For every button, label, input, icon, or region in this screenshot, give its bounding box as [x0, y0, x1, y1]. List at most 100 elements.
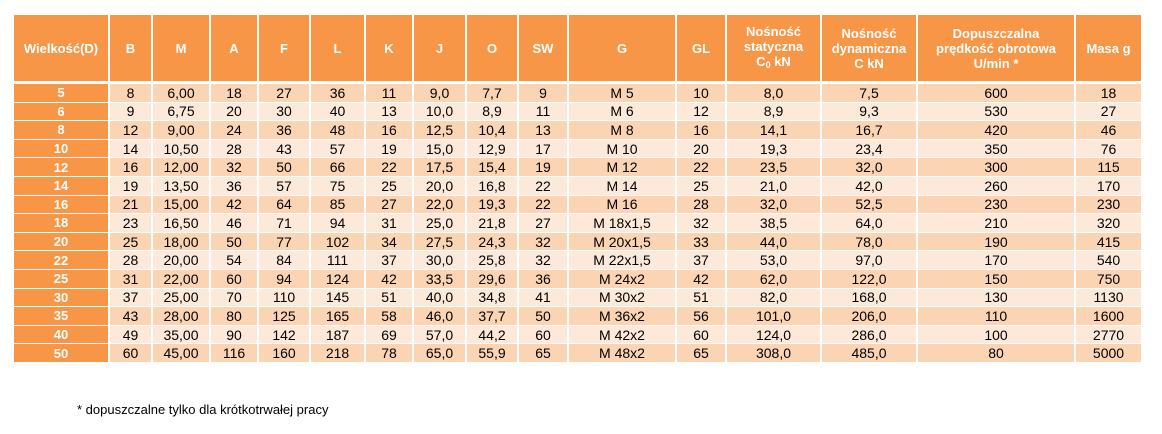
table-body: 5 8 6,00 18 27 36 11 9,0 7,7 9 M 5 10 8,0 7,5 600 18 6 9 6… — [14, 82, 1141, 363]
table-cell: 530 — [917, 102, 1076, 122]
table-cell: 25,0 — [413, 213, 467, 233]
table-cell: 16 — [676, 120, 727, 140]
table-row: 18 23 16,50 46 71 94 31 25,0 21,8 27 M 18x1,5 32 38,… — [14, 213, 1141, 233]
table-cell: 34,8 — [466, 288, 519, 308]
table-cell: 85 — [310, 195, 366, 215]
table-cell: 25 — [109, 232, 153, 252]
table-cell: 10,4 — [466, 120, 519, 140]
table-cell: 102 — [310, 232, 366, 252]
table-cell: 12,9 — [466, 139, 519, 159]
table-cell: 2770 — [1075, 325, 1141, 345]
table-cell: 9,0 — [413, 82, 467, 103]
table-cell: 8 — [109, 82, 153, 103]
table-cell: 125 — [258, 306, 311, 326]
header-static-load: Nośność statyczna C0 kN — [726, 15, 822, 84]
row-size-cell: 6 — [14, 102, 110, 122]
table-cell: 27 — [365, 195, 414, 215]
table-cell: 260 — [917, 176, 1076, 196]
table-cell: 8,9 — [466, 102, 519, 122]
table-cell: 37 — [676, 250, 727, 270]
header-a: A — [210, 15, 259, 84]
table-cell: 42 — [365, 269, 414, 289]
table-cell: 230 — [917, 195, 1076, 215]
table-cell: 170 — [917, 250, 1076, 270]
table-cell: 25 — [676, 176, 727, 196]
header-k: K — [365, 15, 414, 84]
table-cell: 57 — [310, 139, 366, 159]
table-cell: 94 — [258, 269, 311, 289]
table-cell: 22,0 — [413, 195, 467, 215]
table-row: 25 31 22,00 60 94 124 42 33,5 29,6 36 M 24x2 42 62,0… — [14, 269, 1141, 289]
table-cell: 286,0 — [821, 325, 918, 345]
table-cell: 13 — [365, 102, 414, 122]
table-cell: 60 — [109, 343, 153, 363]
table-cell: 44,2 — [466, 325, 519, 345]
header-sw: SW — [518, 15, 569, 84]
table-cell: 46,0 — [413, 306, 467, 326]
table-cell: 62,0 — [726, 269, 822, 289]
table-cell: 57,0 — [413, 325, 467, 345]
table-cell: 60 — [518, 325, 569, 345]
table-cell: M 30x2 — [568, 288, 677, 308]
table-cell: 101,0 — [726, 306, 822, 326]
table-cell: 24,3 — [466, 232, 519, 252]
table-cell: 124 — [310, 269, 366, 289]
row-size-cell: 35 — [14, 306, 110, 326]
table-cell: 9 — [109, 102, 153, 122]
table-cell: 10 — [676, 82, 727, 103]
table-cell: 14 — [109, 139, 153, 159]
table-cell: 22 — [365, 157, 414, 177]
table-cell: 600 — [917, 82, 1076, 103]
table-cell: 100 — [917, 325, 1076, 345]
row-size-cell: 25 — [14, 269, 110, 289]
table-cell: 16,8 — [466, 176, 519, 196]
table-cell: 27 — [518, 213, 569, 233]
table-cell: 50 — [518, 306, 569, 326]
table-cell: 110 — [917, 306, 1076, 326]
table-cell: 142 — [258, 325, 311, 345]
table-cell: 17 — [518, 139, 569, 159]
table-cell: 33 — [676, 232, 727, 252]
table-row: 8 12 9,00 24 36 48 16 12,5 10,4 13 M 8 16 14,1 16,7 42… — [14, 120, 1141, 140]
table-cell: 308,0 — [726, 343, 822, 363]
table-cell: 420 — [917, 120, 1076, 140]
table-cell: 30 — [258, 102, 311, 122]
table-cell: 210 — [917, 213, 1076, 233]
table-cell: 32 — [210, 157, 259, 177]
header-dynamic-line1: Nośność — [841, 25, 897, 41]
table-cell: 320 — [1075, 213, 1141, 233]
table-cell: 1130 — [1075, 288, 1141, 308]
table-cell: 13,50 — [152, 176, 211, 196]
table-cell: 28,00 — [152, 306, 211, 326]
table-cell: 115 — [1075, 157, 1141, 177]
table-cell: 28 — [109, 250, 153, 270]
table-cell: 11 — [518, 102, 569, 122]
row-size-cell: 20 — [14, 232, 110, 252]
table-cell: 9,3 — [821, 102, 918, 122]
table-cell: 65,0 — [413, 343, 467, 363]
table-row: 5 8 6,00 18 27 36 11 9,0 7,7 9 M 5 10 8,0 7,5 600 18 — [14, 82, 1141, 103]
table-cell: 65 — [676, 343, 727, 363]
table-cell: 44,0 — [726, 232, 822, 252]
header-g: G — [568, 15, 677, 84]
table-cell: 66 — [310, 157, 366, 177]
header-gl: GL — [676, 15, 727, 84]
table-cell: 110 — [258, 288, 311, 308]
table-cell: 80 — [917, 343, 1076, 363]
table-cell: 37,7 — [466, 306, 519, 326]
row-size-cell: 18 — [14, 213, 110, 233]
header-speed-line2: prędkość obrotowa — [936, 40, 1056, 56]
table-cell: 350 — [917, 139, 1076, 159]
header-size: Wielkość(D) — [14, 15, 110, 84]
table-cell: 187 — [310, 325, 366, 345]
footnote: * dopuszczalne tylko dla krótkotrwałej p… — [77, 402, 329, 417]
table-cell: 10,50 — [152, 139, 211, 159]
table-cell: 80 — [210, 306, 259, 326]
table-row: 14 19 13,50 36 57 75 25 20,0 16,8 22 M 14 25 21,0 42,… — [14, 176, 1141, 196]
header-f: F — [258, 15, 311, 84]
table-cell: M 24x2 — [568, 269, 677, 289]
table-cell: 218 — [310, 343, 366, 363]
table-row: 35 43 28,00 80 125 165 58 46,0 37,7 50 M 36x2 56 101… — [14, 306, 1141, 326]
table-row: 12 16 12,00 32 50 66 22 17,5 15,4 19 M 12 22 23,5 32,… — [14, 157, 1141, 177]
table-cell: 9 — [518, 82, 569, 103]
